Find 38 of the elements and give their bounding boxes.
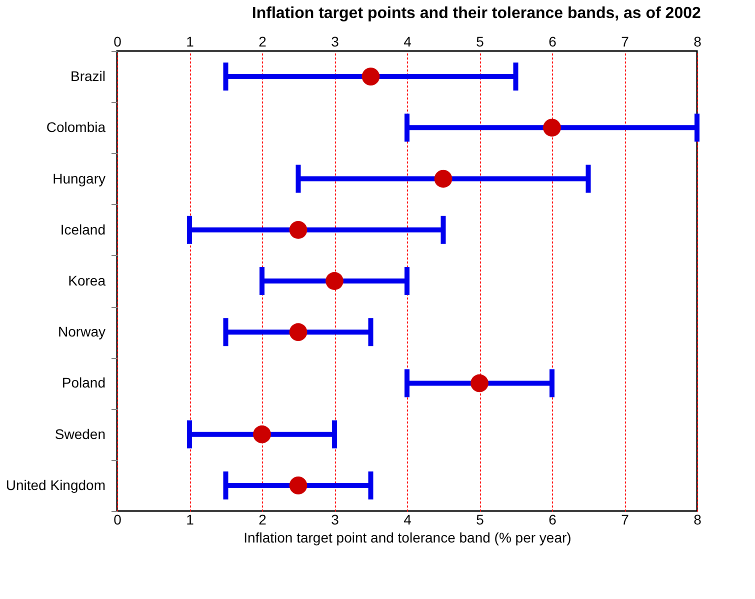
point (543, 118, 561, 137)
y-tick-label: Brazil (70, 68, 106, 84)
x2-tick-label: 2 (258, 34, 267, 50)
y-tick-label: Norway (58, 324, 106, 340)
point (253, 425, 271, 444)
y-tick-label: Hungary (52, 170, 106, 186)
x-axis-title: Inflation target point and tolerance band (% per year) (244, 530, 572, 546)
x-tick-label: 0 (114, 512, 122, 528)
x2-tick-label: 1 (186, 34, 194, 50)
point (289, 323, 308, 342)
y-tick-label: United Kingdom (6, 476, 106, 493)
x-tick-label: 8 (694, 512, 702, 528)
x-tick-label: 1 (186, 512, 194, 528)
chart-title: Inflation target points and their tolerance bands, as of 2002 (252, 5, 701, 22)
point (289, 220, 308, 239)
y-tick-label: Korea (68, 272, 106, 288)
x2-tick-label: 8 (694, 34, 702, 50)
point (362, 68, 380, 86)
x-tick-label: 5 (476, 512, 484, 528)
y-tick-label: Sweden (54, 426, 106, 442)
x2-tick-label: 5 (476, 34, 484, 50)
x-tick-label: 3 (331, 512, 340, 528)
point (326, 272, 344, 290)
x2-tick-label: 0 (114, 34, 122, 50)
y-tick-label: Poland (62, 374, 106, 391)
point (289, 476, 308, 494)
x2-tick-label: 7 (621, 34, 630, 50)
x2-tick-label: 3 (331, 34, 340, 50)
point (470, 374, 488, 392)
point (434, 170, 452, 188)
x-tick-label: 4 (404, 512, 412, 528)
x2-tick-label: 6 (548, 34, 557, 50)
x-tick-label: 7 (621, 512, 630, 528)
x-tick-label: 2 (258, 512, 267, 528)
y-tick-label: Iceland (60, 221, 106, 238)
x2-tick-label: 4 (404, 34, 412, 50)
x-tick-label: 6 (548, 512, 557, 528)
y-tick-label: Colombia (46, 119, 106, 136)
